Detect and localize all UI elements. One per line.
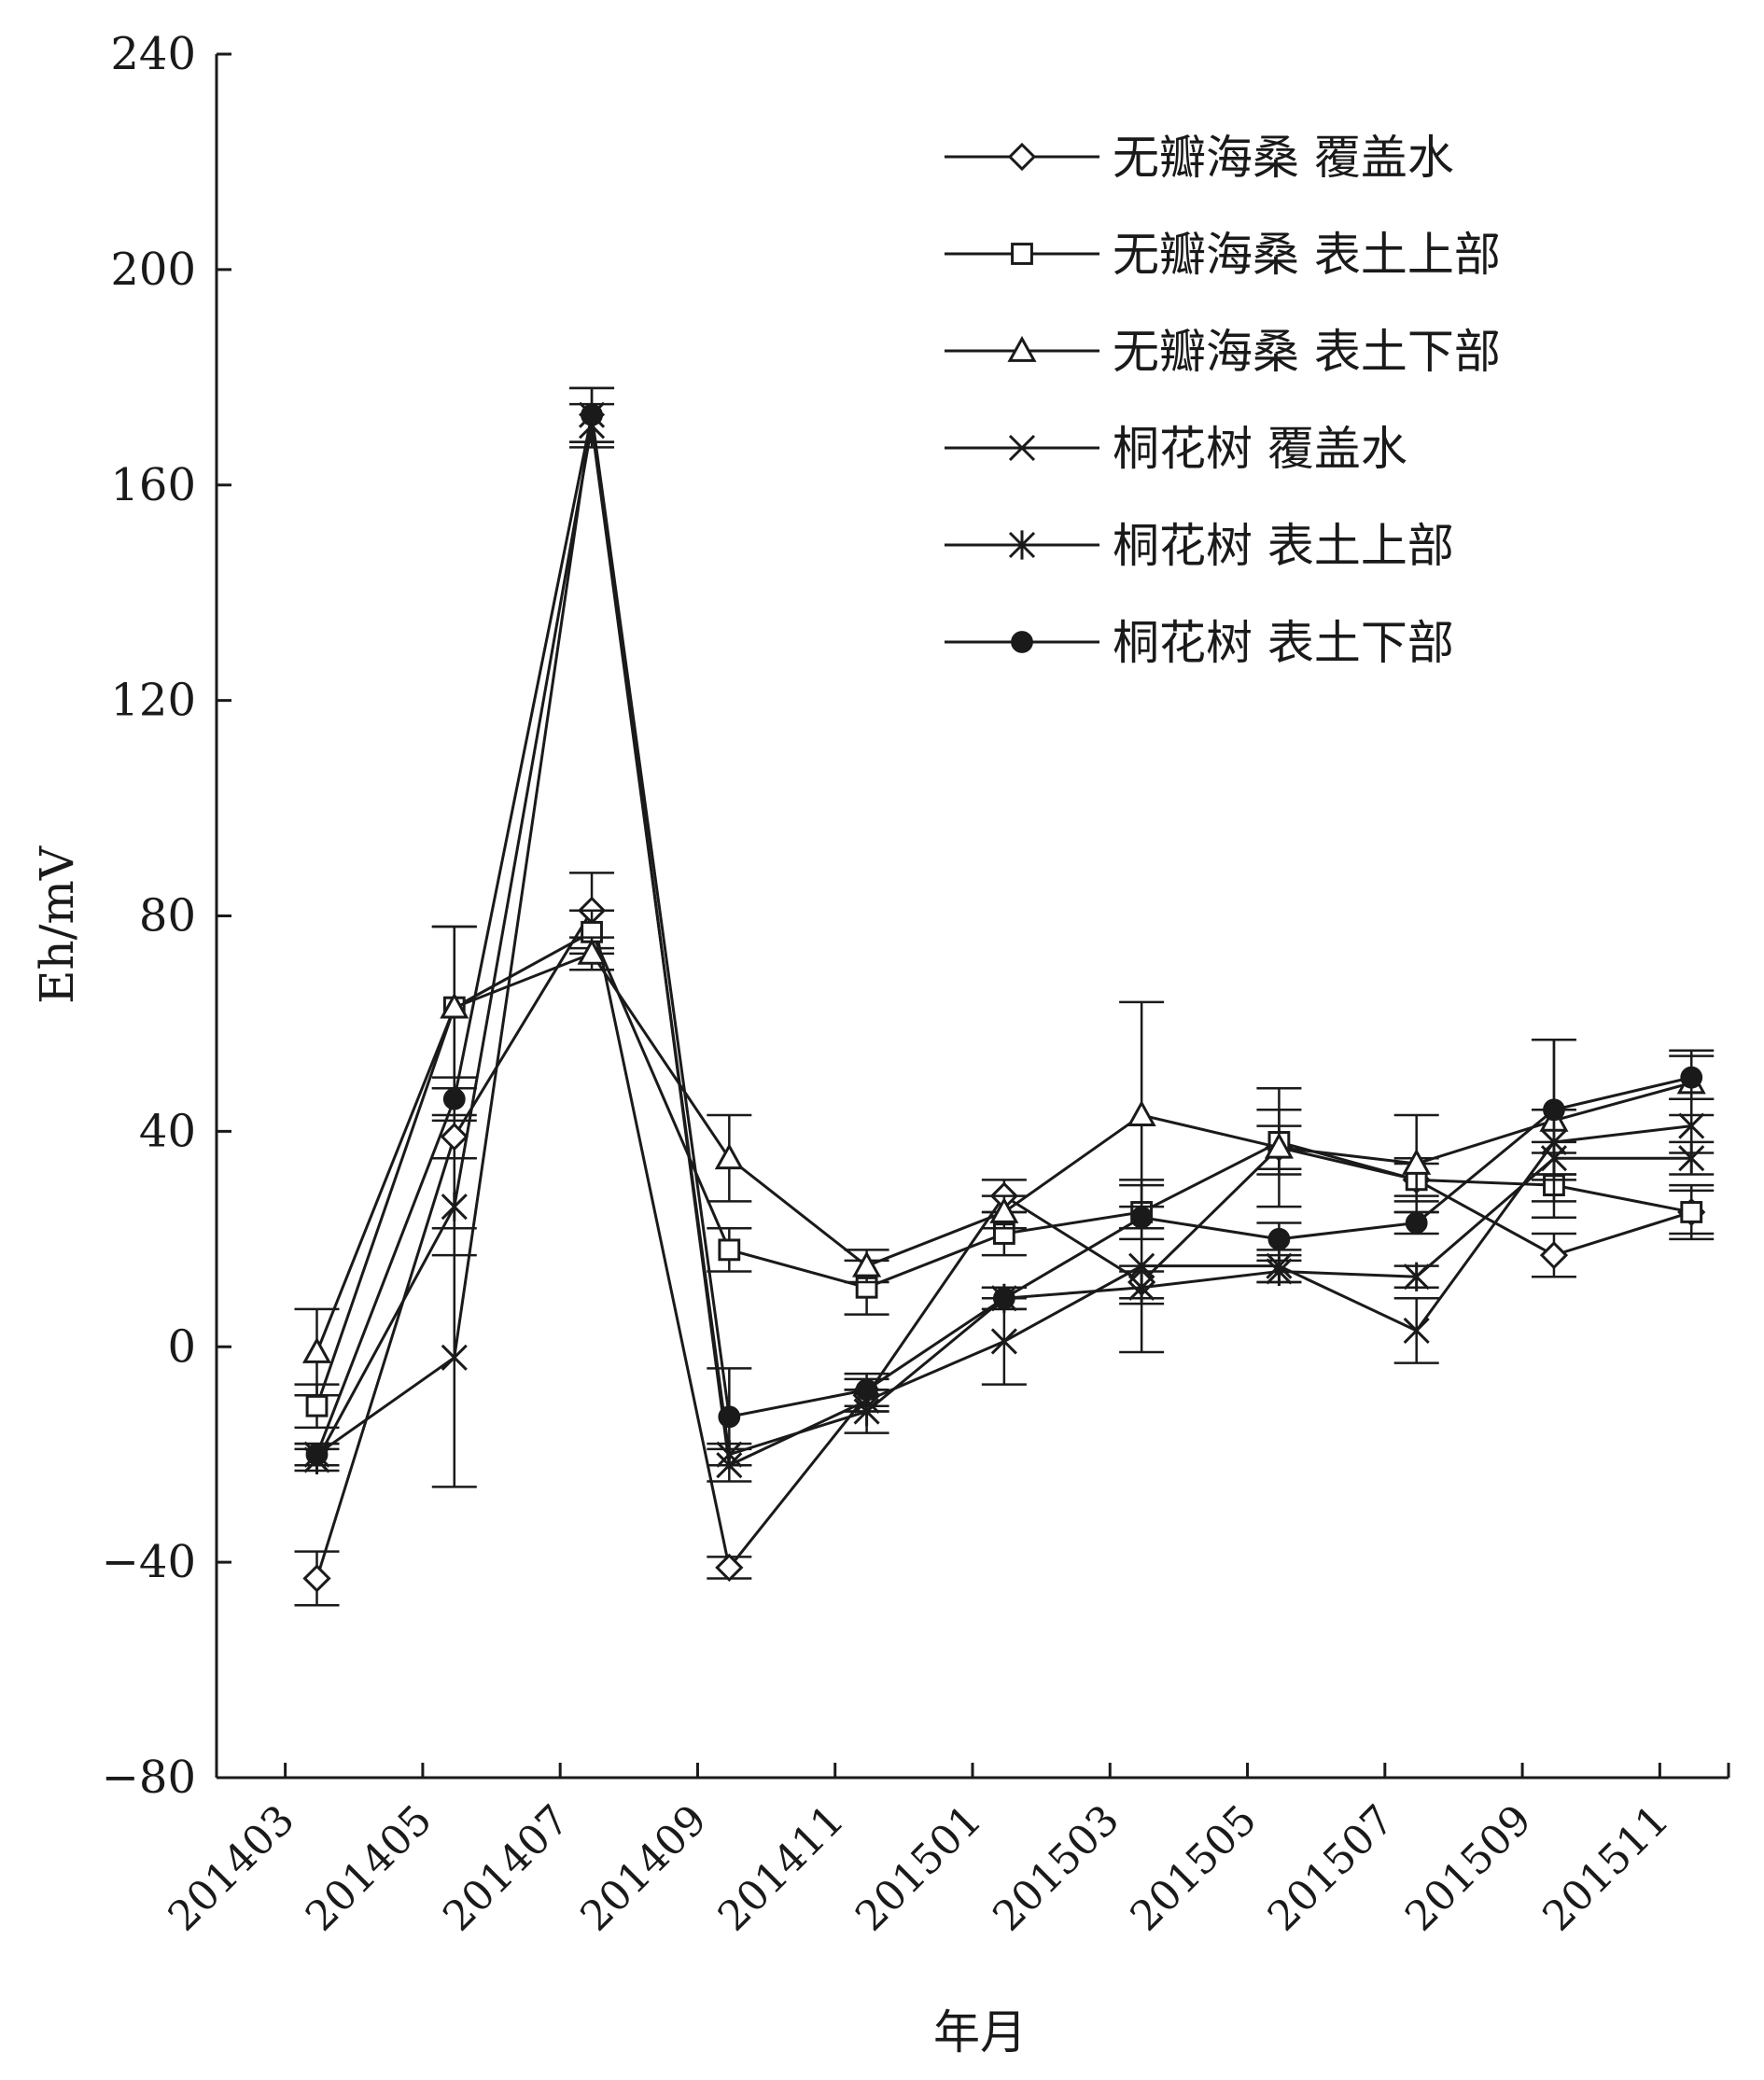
y-tick-label: 0 xyxy=(167,1320,196,1373)
data-point-triangle xyxy=(301,1336,332,1363)
data-point-circle xyxy=(1267,1227,1291,1250)
data-point-star xyxy=(1403,1262,1430,1291)
data-point-diamond xyxy=(1539,1241,1569,1270)
x-tick-label: 201501 xyxy=(847,1796,991,1941)
series-3 xyxy=(294,925,1715,1397)
axes xyxy=(215,54,1729,1780)
x-tick-label: 201505 xyxy=(1121,1796,1266,1941)
data-point-circle xyxy=(718,1405,741,1429)
y-tick-label: 40 xyxy=(139,1105,196,1157)
data-point-circle xyxy=(992,1287,1015,1310)
x-tick-label: 201509 xyxy=(1396,1796,1541,1941)
data-point-triangle xyxy=(1127,1099,1156,1126)
y-tick-label: 200 xyxy=(110,244,196,296)
data-point-triangle xyxy=(1264,1132,1294,1159)
data-point-triangle xyxy=(1402,1148,1432,1175)
x-tick-label: 201403 xyxy=(160,1796,304,1941)
data-point-circle xyxy=(1011,631,1033,653)
legend-item: 无瓣海桑 覆盖水 xyxy=(945,131,1454,185)
y-ticks: −80 −40 0 40 80 120 160 200 240 xyxy=(102,28,231,1804)
legend-label: 无瓣海桑 覆盖水 xyxy=(1113,131,1454,185)
legend-item: 无瓣海桑 表土下部 xyxy=(945,325,1501,379)
x-tick-label: 201409 xyxy=(571,1796,716,1941)
y-tick-label: −80 xyxy=(102,1752,196,1804)
x-ticks: 2014032014052014072014092014112015012015… xyxy=(160,1763,1730,1941)
series-6 xyxy=(294,386,1715,1467)
data-point-star xyxy=(1678,1143,1705,1173)
data-point-circle xyxy=(1680,1066,1703,1089)
data-point-star xyxy=(1008,530,1036,560)
data-point-circle xyxy=(581,403,603,426)
data-point-circle xyxy=(442,1087,466,1110)
y-tick-label: 80 xyxy=(139,890,196,942)
data-point-x xyxy=(1008,434,1036,462)
series-4 xyxy=(294,386,1715,1488)
legend-label: 桐花树 表土下部 xyxy=(1113,616,1454,670)
data-point-star xyxy=(441,1192,468,1221)
x-axis-title: 年月 xyxy=(933,2005,1027,2059)
x-tick-label: 201507 xyxy=(1259,1796,1404,1941)
data-point-square xyxy=(1680,1201,1703,1223)
data-point-triangle xyxy=(852,1250,882,1277)
x-tick-label: 201407 xyxy=(434,1796,579,1941)
legend-item: 桐花树 表土上部 xyxy=(945,519,1454,573)
data-point-circle xyxy=(1130,1206,1154,1229)
data-point-diamond xyxy=(1007,142,1037,172)
y-axis-title: Eh/mV xyxy=(30,845,84,1004)
y-tick-label: 120 xyxy=(110,675,196,727)
data-point-triangle xyxy=(1007,335,1037,362)
legend-label: 无瓣海桑 表土下部 xyxy=(1113,325,1501,379)
data-point-circle xyxy=(1405,1211,1428,1235)
legend-item: 桐花树 覆盖水 xyxy=(945,422,1407,476)
legend-label: 桐花树 表土上部 xyxy=(1113,519,1454,573)
data-point-x xyxy=(441,1344,468,1371)
y-tick-label: 160 xyxy=(110,459,196,511)
x-tick-label: 201511 xyxy=(1533,1796,1678,1941)
data-point-star xyxy=(1128,1273,1155,1303)
legend-label: 桐花树 覆盖水 xyxy=(1113,422,1407,476)
data-point-triangle xyxy=(440,992,469,1019)
legend-item: 桐花树 表土下部 xyxy=(945,616,1454,670)
data-point-diamond xyxy=(715,1553,744,1583)
x-tick-label: 201411 xyxy=(709,1796,854,1941)
plot-area xyxy=(294,386,1715,1607)
legend-label: 无瓣海桑 表土上部 xyxy=(1113,228,1501,282)
data-point-triangle xyxy=(577,938,607,965)
x-tick-label: 201503 xyxy=(984,1796,1128,1941)
data-point-diamond xyxy=(302,1564,331,1593)
data-point-triangle xyxy=(714,1143,744,1170)
data-point-square xyxy=(1011,243,1033,265)
data-point-triangle xyxy=(989,1196,1019,1223)
y-tick-label: −40 xyxy=(102,1536,196,1588)
data-point-diamond xyxy=(440,1123,469,1152)
y-tick-label: 240 xyxy=(110,28,196,80)
data-point-circle xyxy=(855,1378,878,1402)
data-point-x xyxy=(1128,1252,1155,1279)
data-point-star xyxy=(1266,1256,1293,1287)
data-point-x xyxy=(1403,1317,1430,1344)
data-point-square xyxy=(305,1394,329,1417)
data-point-circle xyxy=(305,1443,329,1466)
x-tick-label: 201405 xyxy=(297,1796,441,1941)
data-point-x xyxy=(1678,1112,1705,1139)
data-point-x xyxy=(990,1328,1017,1355)
data-point-square xyxy=(718,1238,741,1262)
legend-item: 无瓣海桑 表土上部 xyxy=(945,228,1501,282)
data-point-circle xyxy=(1543,1098,1565,1122)
